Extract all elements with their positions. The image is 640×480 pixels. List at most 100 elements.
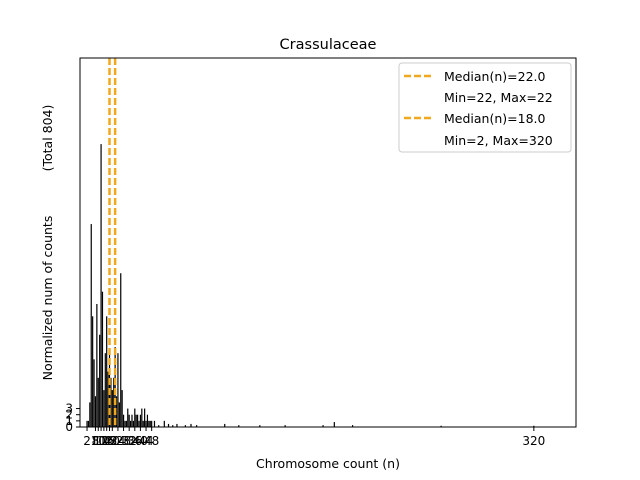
bar-n-39: [138, 420, 140, 427]
bar-n-31: [127, 408, 129, 427]
x-tick-label-12: 12: [93, 434, 108, 448]
bar-n-47: [149, 420, 151, 427]
bar-n-20: [111, 390, 113, 427]
bar-n-14: [103, 390, 105, 427]
legend-median-2-label: Median(n)=18.0: [444, 111, 545, 126]
bar-n-50: [153, 420, 156, 427]
x-tick-label-48: 48: [144, 434, 159, 448]
bar-n-27: [121, 390, 123, 427]
bar-n-10: [97, 377, 99, 427]
x-tick-label-320: 320: [522, 434, 545, 448]
bar-n-23: [115, 396, 118, 427]
bar-n-6: [92, 316, 94, 427]
bar-n-76: [190, 423, 192, 427]
bar-n-26: [120, 273, 122, 427]
bar-n-34: [131, 414, 133, 427]
bar-n-35: [132, 420, 134, 427]
bar-n-44: [145, 420, 147, 427]
bar-n-22: [114, 347, 116, 427]
legend-median-1-label: Median(n)=22.0: [444, 69, 545, 84]
bar-n-143: [284, 425, 286, 427]
x-tick-label-14: 14: [96, 434, 111, 448]
bar-n-125: [259, 425, 261, 427]
legend-frame: [398, 62, 572, 153]
bar-n-4: [89, 402, 91, 427]
bar-n-320: [533, 425, 535, 427]
y-axis-total-label: (Total 804): [40, 105, 55, 172]
bar-n-254: [440, 425, 442, 427]
x-tick-label-24: 24: [110, 434, 125, 448]
x-axis-label: Chromosome count (n): [256, 456, 400, 471]
bar-n-25: [118, 402, 120, 427]
bar-n-63: [172, 425, 174, 427]
bar-n-36: [134, 408, 136, 427]
bar-n-191: [351, 425, 354, 427]
bar-n-15: [104, 353, 106, 427]
bar-n-33: [129, 420, 132, 427]
x-tick-label-40: 40: [133, 434, 148, 448]
median-lines-group: [108, 58, 117, 427]
bar-n-3: [87, 420, 90, 427]
bar-n-29: [124, 420, 126, 427]
bar-n-5: [90, 224, 92, 427]
y-tick-label-3: 3: [65, 402, 73, 416]
x-tick-label-32: 32: [122, 434, 137, 448]
bar-n-7: [93, 359, 95, 427]
bar-n-48: [151, 420, 153, 427]
bar-n-30: [125, 420, 127, 427]
bar-n-12: [100, 144, 102, 427]
bar-n-57: [163, 420, 165, 427]
x-tick-label-10: 10: [91, 434, 106, 448]
bar-n-100: [224, 423, 226, 427]
x-tick-label-18: 18: [102, 434, 117, 448]
y-tick-label-2: 2: [65, 408, 73, 422]
bar-n-42: [142, 420, 144, 427]
bar-n-178: [333, 422, 335, 427]
bar-n-9: [96, 304, 98, 427]
bar-n-80: [196, 425, 198, 427]
bar-n-8: [94, 396, 97, 427]
bar-n-60: [167, 423, 170, 427]
legend-median-1-range: Min=22, Max=22: [444, 90, 553, 105]
bar-n-110: [238, 425, 240, 427]
x-tick-label-8: 8: [92, 434, 100, 448]
bar-n-32: [128, 414, 130, 427]
x-tick-label-16: 16: [99, 434, 114, 448]
bar-n-45: [146, 414, 149, 427]
bar-n-43: [144, 408, 146, 427]
bar-n-53: [158, 425, 160, 427]
bar-n-28: [122, 414, 125, 427]
bar-n-40: [139, 414, 142, 427]
x-tick-label-20: 20: [105, 434, 120, 448]
bar-n-17: [107, 371, 109, 427]
x-tick-label-44: 44: [138, 434, 153, 448]
y-axis-label: Normalized num of counts: [40, 216, 55, 381]
x-tick-label-28: 28: [116, 434, 131, 448]
bar-n-24: [117, 353, 119, 427]
chart-title: Crassulaceae: [280, 37, 377, 53]
bar-n-46: [148, 420, 150, 427]
x-tick-label-2: 2: [83, 434, 91, 448]
bar-n-21: [113, 377, 115, 427]
bar-n-2: [86, 420, 88, 427]
bar-n-72: [184, 425, 186, 427]
legend-median-2-range: Min=2, Max=320: [444, 133, 553, 148]
plot-frame: [79, 57, 577, 428]
bar-n-38: [137, 414, 139, 427]
bar-n-16: [106, 316, 108, 427]
bar-n-41: [141, 408, 143, 427]
bar-n-66: [176, 423, 178, 427]
x-tick-label-36: 36: [127, 434, 142, 448]
bar-n-11: [99, 334, 101, 427]
legend: Median(n)=22.0 Min=22, Max=22 Median(n)=…: [398, 62, 572, 153]
bar-n-37: [135, 414, 137, 427]
bars-group: [86, 144, 535, 427]
y-tick-label-1: 1: [65, 414, 73, 428]
bar-n-170: [322, 425, 324, 427]
bar-n-13: [101, 291, 104, 427]
bar-n-19: [110, 377, 112, 427]
y-tick-label-0: 0: [65, 420, 73, 434]
